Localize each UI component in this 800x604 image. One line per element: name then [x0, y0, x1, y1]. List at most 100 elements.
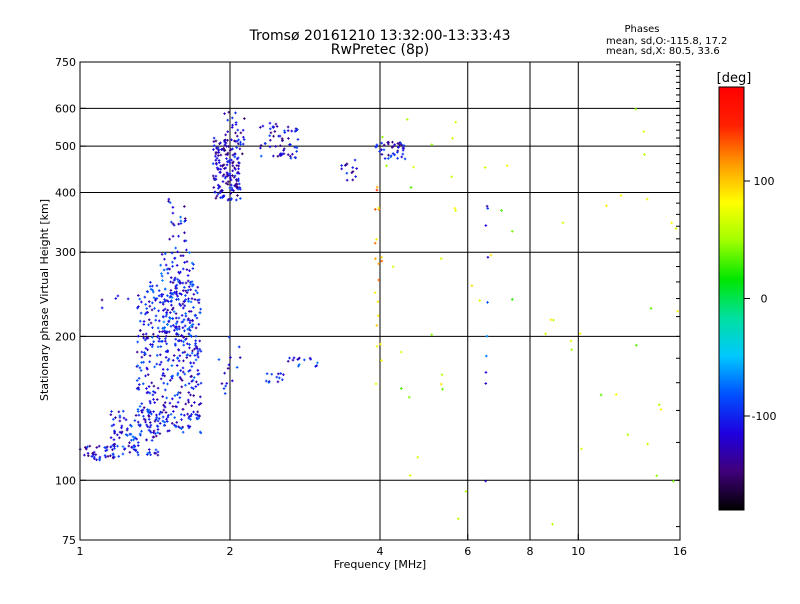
data-point: [215, 166, 219, 170]
data-point: [376, 300, 380, 304]
data-point: [391, 265, 395, 269]
data-point: [121, 409, 125, 413]
data-point: [185, 337, 188, 341]
data-point: [184, 219, 187, 222]
data-point: [156, 453, 160, 457]
data-point: [142, 323, 146, 326]
data-point: [221, 164, 224, 167]
data-point: [157, 339, 161, 343]
data-point: [154, 448, 158, 452]
data-point: [224, 153, 228, 156]
data-point: [181, 302, 185, 306]
data-point: [155, 297, 159, 300]
data-point: [193, 298, 197, 301]
data-point: [375, 185, 379, 189]
data-point: [282, 149, 285, 152]
data-point: [171, 211, 175, 215]
data-point: [213, 177, 217, 181]
data-point: [212, 140, 216, 143]
data-point: [211, 174, 215, 178]
data-point: [166, 415, 170, 419]
data-point: [378, 150, 381, 153]
data-point: [183, 350, 187, 354]
data-point: [158, 337, 161, 340]
data-point: [173, 291, 176, 294]
data-point: [179, 219, 183, 223]
data-point: [162, 320, 166, 324]
data-point: [181, 326, 185, 330]
data-point: [140, 402, 144, 405]
chart-title: Tromsø 20161210 13:32:00-13:33:43: [249, 28, 511, 44]
data-point: [242, 135, 245, 139]
data-point: [153, 307, 156, 310]
data-point: [273, 130, 277, 133]
data-point: [137, 334, 140, 338]
data-point: [140, 409, 143, 413]
data-point: [286, 129, 290, 132]
data-point: [198, 339, 202, 343]
data-point: [184, 383, 187, 387]
data-point: [393, 153, 396, 157]
data-point: [169, 412, 173, 416]
data-point: [181, 425, 185, 429]
data-point: [235, 182, 238, 185]
data-point: [278, 376, 281, 380]
data-point: [194, 413, 198, 416]
data-point: [164, 339, 167, 343]
data-point: [400, 387, 403, 390]
data-point: [161, 415, 165, 419]
data-point: [190, 261, 194, 265]
data-point: [408, 474, 412, 477]
data-point: [161, 372, 165, 375]
y-axis-label: Stationary phase Virtual Height [km]: [38, 199, 51, 401]
data-point: [138, 329, 142, 332]
data-point: [143, 295, 147, 299]
data-point: [234, 183, 237, 187]
data-point: [154, 451, 158, 455]
data-point: [173, 416, 176, 419]
data-point: [672, 479, 675, 483]
data-point: [180, 379, 184, 382]
data-point: [164, 314, 168, 318]
data-point: [140, 411, 144, 414]
data-point: [158, 330, 161, 334]
data-point: [175, 287, 179, 290]
data-point: [136, 306, 139, 310]
data-point: [159, 340, 163, 343]
data-point: [196, 349, 200, 353]
data-point: [160, 274, 164, 278]
data-point: [224, 133, 227, 137]
data-point: [183, 205, 186, 208]
data-point: [399, 141, 402, 145]
data-point: [111, 453, 115, 457]
data-point: [216, 151, 220, 154]
data-point: [197, 417, 200, 420]
data-point: [387, 153, 390, 157]
data-point: [111, 455, 115, 459]
data-point: [169, 379, 172, 382]
data-point: [191, 318, 194, 322]
data-point: [453, 206, 457, 210]
data-point: [130, 438, 133, 442]
data-point: [182, 306, 185, 310]
data-point: [165, 311, 168, 314]
data-point: [136, 453, 140, 457]
data-point: [168, 201, 172, 204]
data-point: [409, 186, 413, 189]
data-point: [159, 360, 163, 364]
data-point: [233, 153, 237, 156]
data-point: [139, 311, 143, 315]
data-point: [167, 357, 171, 361]
data-point: [144, 332, 148, 336]
data-point: [174, 246, 177, 250]
data-point: [188, 343, 191, 346]
data-point: [118, 436, 121, 440]
data-point: [149, 410, 152, 414]
data-point: [353, 158, 357, 162]
y-tick-label: 200: [55, 330, 76, 343]
data-point: [186, 398, 190, 402]
data-point: [155, 416, 159, 419]
data-point: [158, 301, 162, 304]
data-point: [164, 287, 167, 291]
data-point: [161, 315, 165, 318]
